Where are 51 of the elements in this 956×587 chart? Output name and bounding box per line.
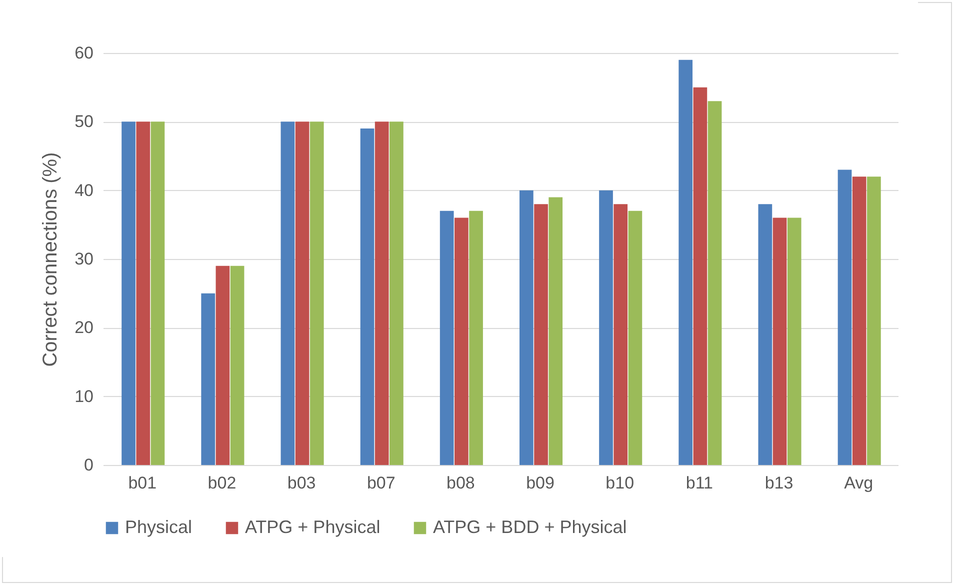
y-tick-label: 50 (74, 112, 94, 132)
bar (534, 204, 548, 465)
bar (122, 122, 136, 465)
bar (838, 170, 852, 465)
bar (374, 122, 389, 465)
x-tick-label: b02 (208, 474, 236, 492)
bar (787, 218, 802, 465)
bar (678, 60, 693, 465)
y-tick-label: 40 (74, 180, 94, 200)
bar (693, 87, 708, 465)
bar (852, 176, 866, 465)
bar (310, 122, 324, 465)
bar (295, 122, 310, 465)
x-tick-label: b10 (606, 474, 634, 492)
bar (520, 190, 534, 465)
legend-label: ATPG + Physical (245, 517, 380, 537)
bar (440, 210, 454, 465)
bar (150, 122, 165, 465)
x-tick-label: b08 (446, 474, 475, 492)
x-tick-label: b11 (686, 474, 714, 492)
y-tick-label: 10 (74, 386, 94, 406)
x-tick-label: b09 (526, 474, 554, 492)
bar (454, 218, 468, 465)
bar (599, 190, 613, 465)
y-axis-title: Correct connections (%) (40, 152, 62, 367)
bar (230, 266, 244, 465)
bar (628, 210, 642, 465)
bar (548, 197, 563, 465)
bar (614, 204, 628, 465)
bar (390, 122, 404, 465)
y-tick-label: 60 (74, 44, 94, 62)
x-tick-label: b07 (366, 474, 396, 492)
bar (136, 122, 150, 465)
x-tick-label: Avg (844, 474, 874, 492)
y-tick-label: 30 (74, 250, 94, 268)
y-tick-label: 0 (84, 456, 94, 474)
bar (469, 210, 483, 465)
x-tick-label: b03 (287, 474, 316, 492)
y-tick-label: 20 (74, 318, 94, 338)
bar (772, 218, 787, 465)
legend-label: ATPG + BDD + Physical (433, 517, 627, 537)
bar (201, 293, 216, 465)
legend-label: Physical (125, 517, 192, 537)
x-tick-label: b01 (128, 474, 157, 492)
bar (866, 176, 881, 465)
bar (360, 128, 374, 465)
bar (758, 204, 772, 465)
x-tick-label: b13 (764, 474, 794, 492)
bar (708, 101, 722, 465)
bar (280, 122, 295, 465)
bar (216, 266, 230, 465)
